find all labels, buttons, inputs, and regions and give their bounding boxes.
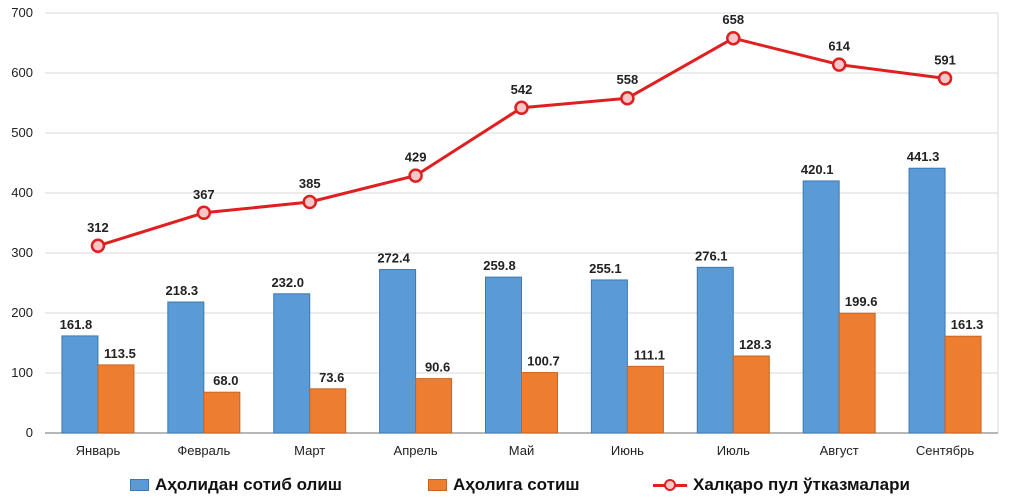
data-label-transfers: 558: [617, 72, 639, 87]
point-transfers: [196, 205, 212, 221]
y-tick-label: 400: [11, 185, 33, 200]
bar-sale: [944, 335, 982, 434]
x-tick-label: Январь: [76, 443, 121, 458]
x-tick-label: Март: [294, 443, 325, 458]
data-label-sale: 161.3: [951, 317, 984, 332]
data-label-transfers: 614: [828, 39, 850, 54]
data-label-purchase: 441.3: [907, 149, 940, 164]
x-tick-label: Февраль: [177, 443, 230, 458]
legend-label-transfers: Халқаро пул ўтказмалари: [693, 475, 910, 494]
data-label-sale: 90.6: [425, 360, 450, 375]
bar-purchase: [485, 276, 522, 434]
bar-purchase: [908, 167, 946, 434]
bar-sale: [626, 365, 664, 434]
bar-sale: [732, 355, 770, 434]
point-transfers: [302, 194, 317, 210]
data-label-sale: 68.0: [213, 373, 238, 388]
y-tick-label: 500: [11, 125, 33, 140]
bar-purchase: [696, 266, 734, 434]
bar-sale: [97, 364, 135, 434]
data-label-sale: 199.6: [845, 294, 878, 309]
chart: 0 100 200 300 400 500 600 700 Январь Февраль Март А…: [11, 5, 999, 458]
bar-sale: [521, 372, 558, 434]
y-tick-label: 100: [11, 365, 33, 380]
point-transfers: [514, 100, 529, 116]
point-transfers: [831, 57, 847, 72]
data-label-purchase: 232.0: [271, 275, 304, 290]
data-label-sale: 111.1: [634, 347, 665, 362]
bar-purchase: [590, 279, 628, 434]
data-label-purchase: 420.1: [801, 162, 834, 177]
legend-swatch-purchase: [130, 479, 149, 491]
data-label-sale: 73.6: [319, 370, 344, 385]
legend-item-transfers: Халқаро пул ўтказмалари: [653, 475, 910, 495]
legend-item-purchase: Аҳолидан сотиб олиш: [130, 475, 342, 495]
point-transfers: [620, 90, 635, 106]
data-label-purchase: 218.3: [166, 283, 199, 298]
x-tick-label: Апрель: [394, 443, 438, 458]
legend: Аҳолидан сотиб олиш Аҳолига сотиш Халқар…: [0, 471, 1009, 499]
x-tick-label: Июнь: [611, 443, 644, 458]
legend-label-purchase: Аҳолидан сотиб олиш: [155, 475, 342, 494]
bar-sale: [309, 388, 347, 434]
y-tick-label: 600: [11, 65, 33, 80]
data-label-sale: 100.7: [527, 354, 560, 369]
y-tick-label: 0: [26, 425, 33, 440]
data-label-transfers: 591: [934, 52, 956, 67]
data-label-transfers: 385: [299, 176, 321, 191]
bar-purchase: [61, 335, 99, 434]
x-tick-label: Август: [820, 443, 859, 458]
bar-sale: [415, 378, 453, 434]
bar-purchase: [273, 293, 311, 434]
bar-sale: [203, 391, 241, 434]
data-label-purchase: 255.1: [589, 261, 622, 276]
point-transfers: [90, 238, 106, 254]
point-transfers: [937, 71, 953, 86]
legend-swatch-transfers: [653, 478, 687, 492]
data-label-transfers: 658: [722, 12, 744, 27]
legend-swatch-sale: [428, 479, 447, 491]
data-label-purchase: 276.1: [695, 248, 728, 263]
data-label-transfers: 312: [87, 220, 109, 235]
point-transfers: [408, 168, 423, 183]
bar-sale: [838, 312, 876, 434]
point-transfers: [726, 30, 741, 46]
legend-label-sale: Аҳолига сотиш: [453, 475, 580, 494]
x-tick-label: Июль: [717, 443, 750, 458]
data-label-transfers: 542: [511, 82, 533, 97]
data-label-sale: 128.3: [739, 337, 772, 352]
data-labels: 161.8 218.3 232.0 272.4 259.8 255.1 276.1 420.1…: [60, 12, 984, 388]
x-tick-label: Май: [509, 443, 534, 458]
data-label-transfers: 367: [193, 187, 215, 202]
y-tick-label: 300: [11, 245, 33, 260]
legend-item-sale: Аҳолига сотиш: [428, 475, 580, 495]
bar-purchase: [379, 269, 417, 434]
line-series: [90, 30, 953, 254]
y-tick-label: 700: [11, 5, 33, 20]
data-label-purchase: 161.8: [60, 317, 93, 332]
data-label-purchase: 272.4: [377, 251, 410, 266]
data-label-transfers: 429: [405, 150, 427, 165]
bar-purchase: [802, 180, 840, 434]
data-label-sale: 113.5: [104, 346, 136, 361]
data-label-purchase: 259.8: [483, 258, 516, 273]
bar-purchase: [167, 301, 205, 434]
bars: [61, 167, 982, 434]
y-tick-label: 200: [11, 305, 33, 320]
x-tick-label: Сентябрь: [916, 443, 974, 458]
